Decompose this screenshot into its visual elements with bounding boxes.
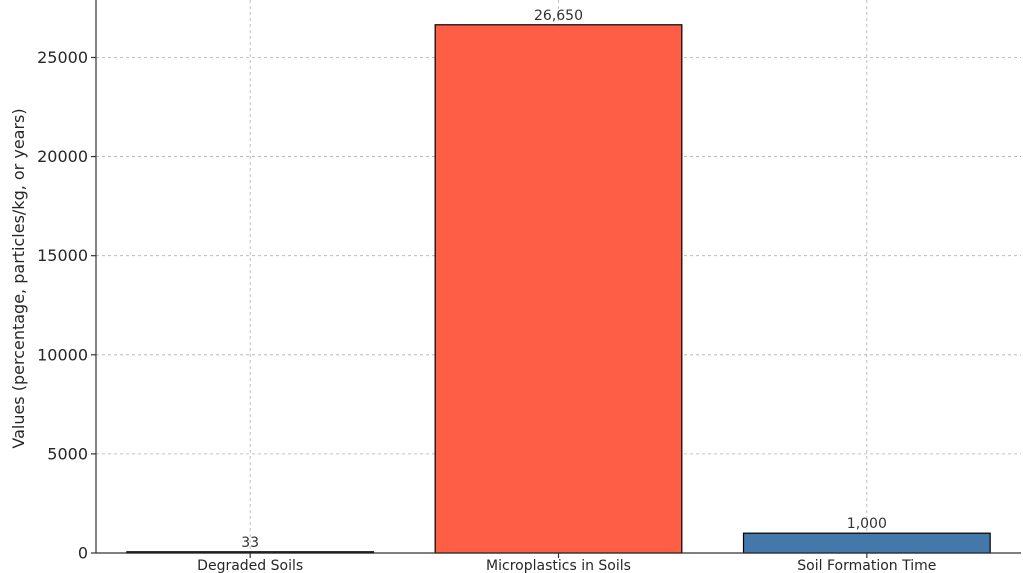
bar-value-label: 1,000	[847, 516, 887, 532]
category-label: Microplastics in Soils	[486, 558, 631, 573]
bar-soil-formation-time	[742, 532, 991, 554]
y-tick-label: 0	[78, 544, 88, 563]
y-tick-label: 10000	[37, 345, 88, 364]
bars	[126, 24, 991, 554]
axes	[91, 0, 1021, 558]
y-axis-title: Values (percentage, particles/kg, or yea…	[9, 108, 28, 448]
bar-microplastics-in-soils	[434, 24, 683, 554]
y-tick-label: 5000	[47, 444, 88, 463]
y-tick-label: 15000	[37, 246, 88, 265]
category-label: Degraded Soils	[197, 558, 303, 573]
y-tick-label: 25000	[37, 48, 88, 67]
bar-value-label: 33	[241, 535, 259, 551]
labels: 0 5000 10000 15000 20000 25000 Degraded Soils 3…	[37, 8, 936, 573]
bar-value-label: 26,650	[534, 8, 583, 24]
y-tick-label: 20000	[37, 147, 88, 166]
category-label: Soil Formation Time	[797, 558, 936, 573]
